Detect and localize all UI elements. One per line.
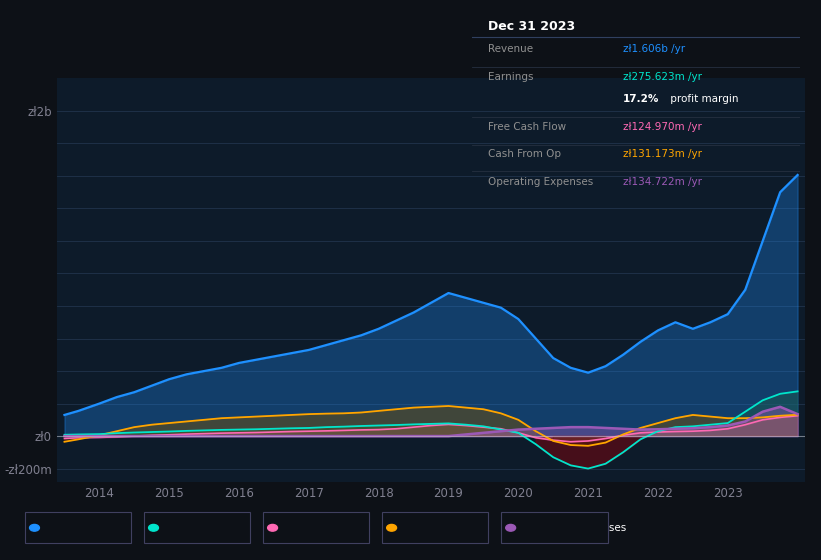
Text: Cash From Op: Cash From Op [402, 523, 475, 533]
Text: profit margin: profit margin [667, 94, 739, 104]
Text: Free Cash Flow: Free Cash Flow [283, 523, 361, 533]
Text: zł131.173m /yr: zł131.173m /yr [623, 148, 702, 158]
Text: zł124.970m /yr: zł124.970m /yr [623, 122, 702, 132]
Text: Free Cash Flow: Free Cash Flow [488, 122, 566, 132]
Text: zł134.722m /yr: zł134.722m /yr [623, 178, 702, 188]
Text: Dec 31 2023: Dec 31 2023 [488, 20, 576, 34]
Text: zł1.606b /yr: zł1.606b /yr [623, 44, 686, 54]
Text: Operating Expenses: Operating Expenses [521, 523, 626, 533]
Text: Revenue: Revenue [45, 523, 90, 533]
Text: 17.2%: 17.2% [623, 94, 659, 104]
Text: Earnings: Earnings [164, 523, 209, 533]
Text: Operating Expenses: Operating Expenses [488, 178, 594, 188]
Text: Revenue: Revenue [488, 44, 534, 54]
Text: Cash From Op: Cash From Op [488, 148, 562, 158]
Text: zł275.623m /yr: zł275.623m /yr [623, 72, 702, 82]
Text: Earnings: Earnings [488, 72, 534, 82]
